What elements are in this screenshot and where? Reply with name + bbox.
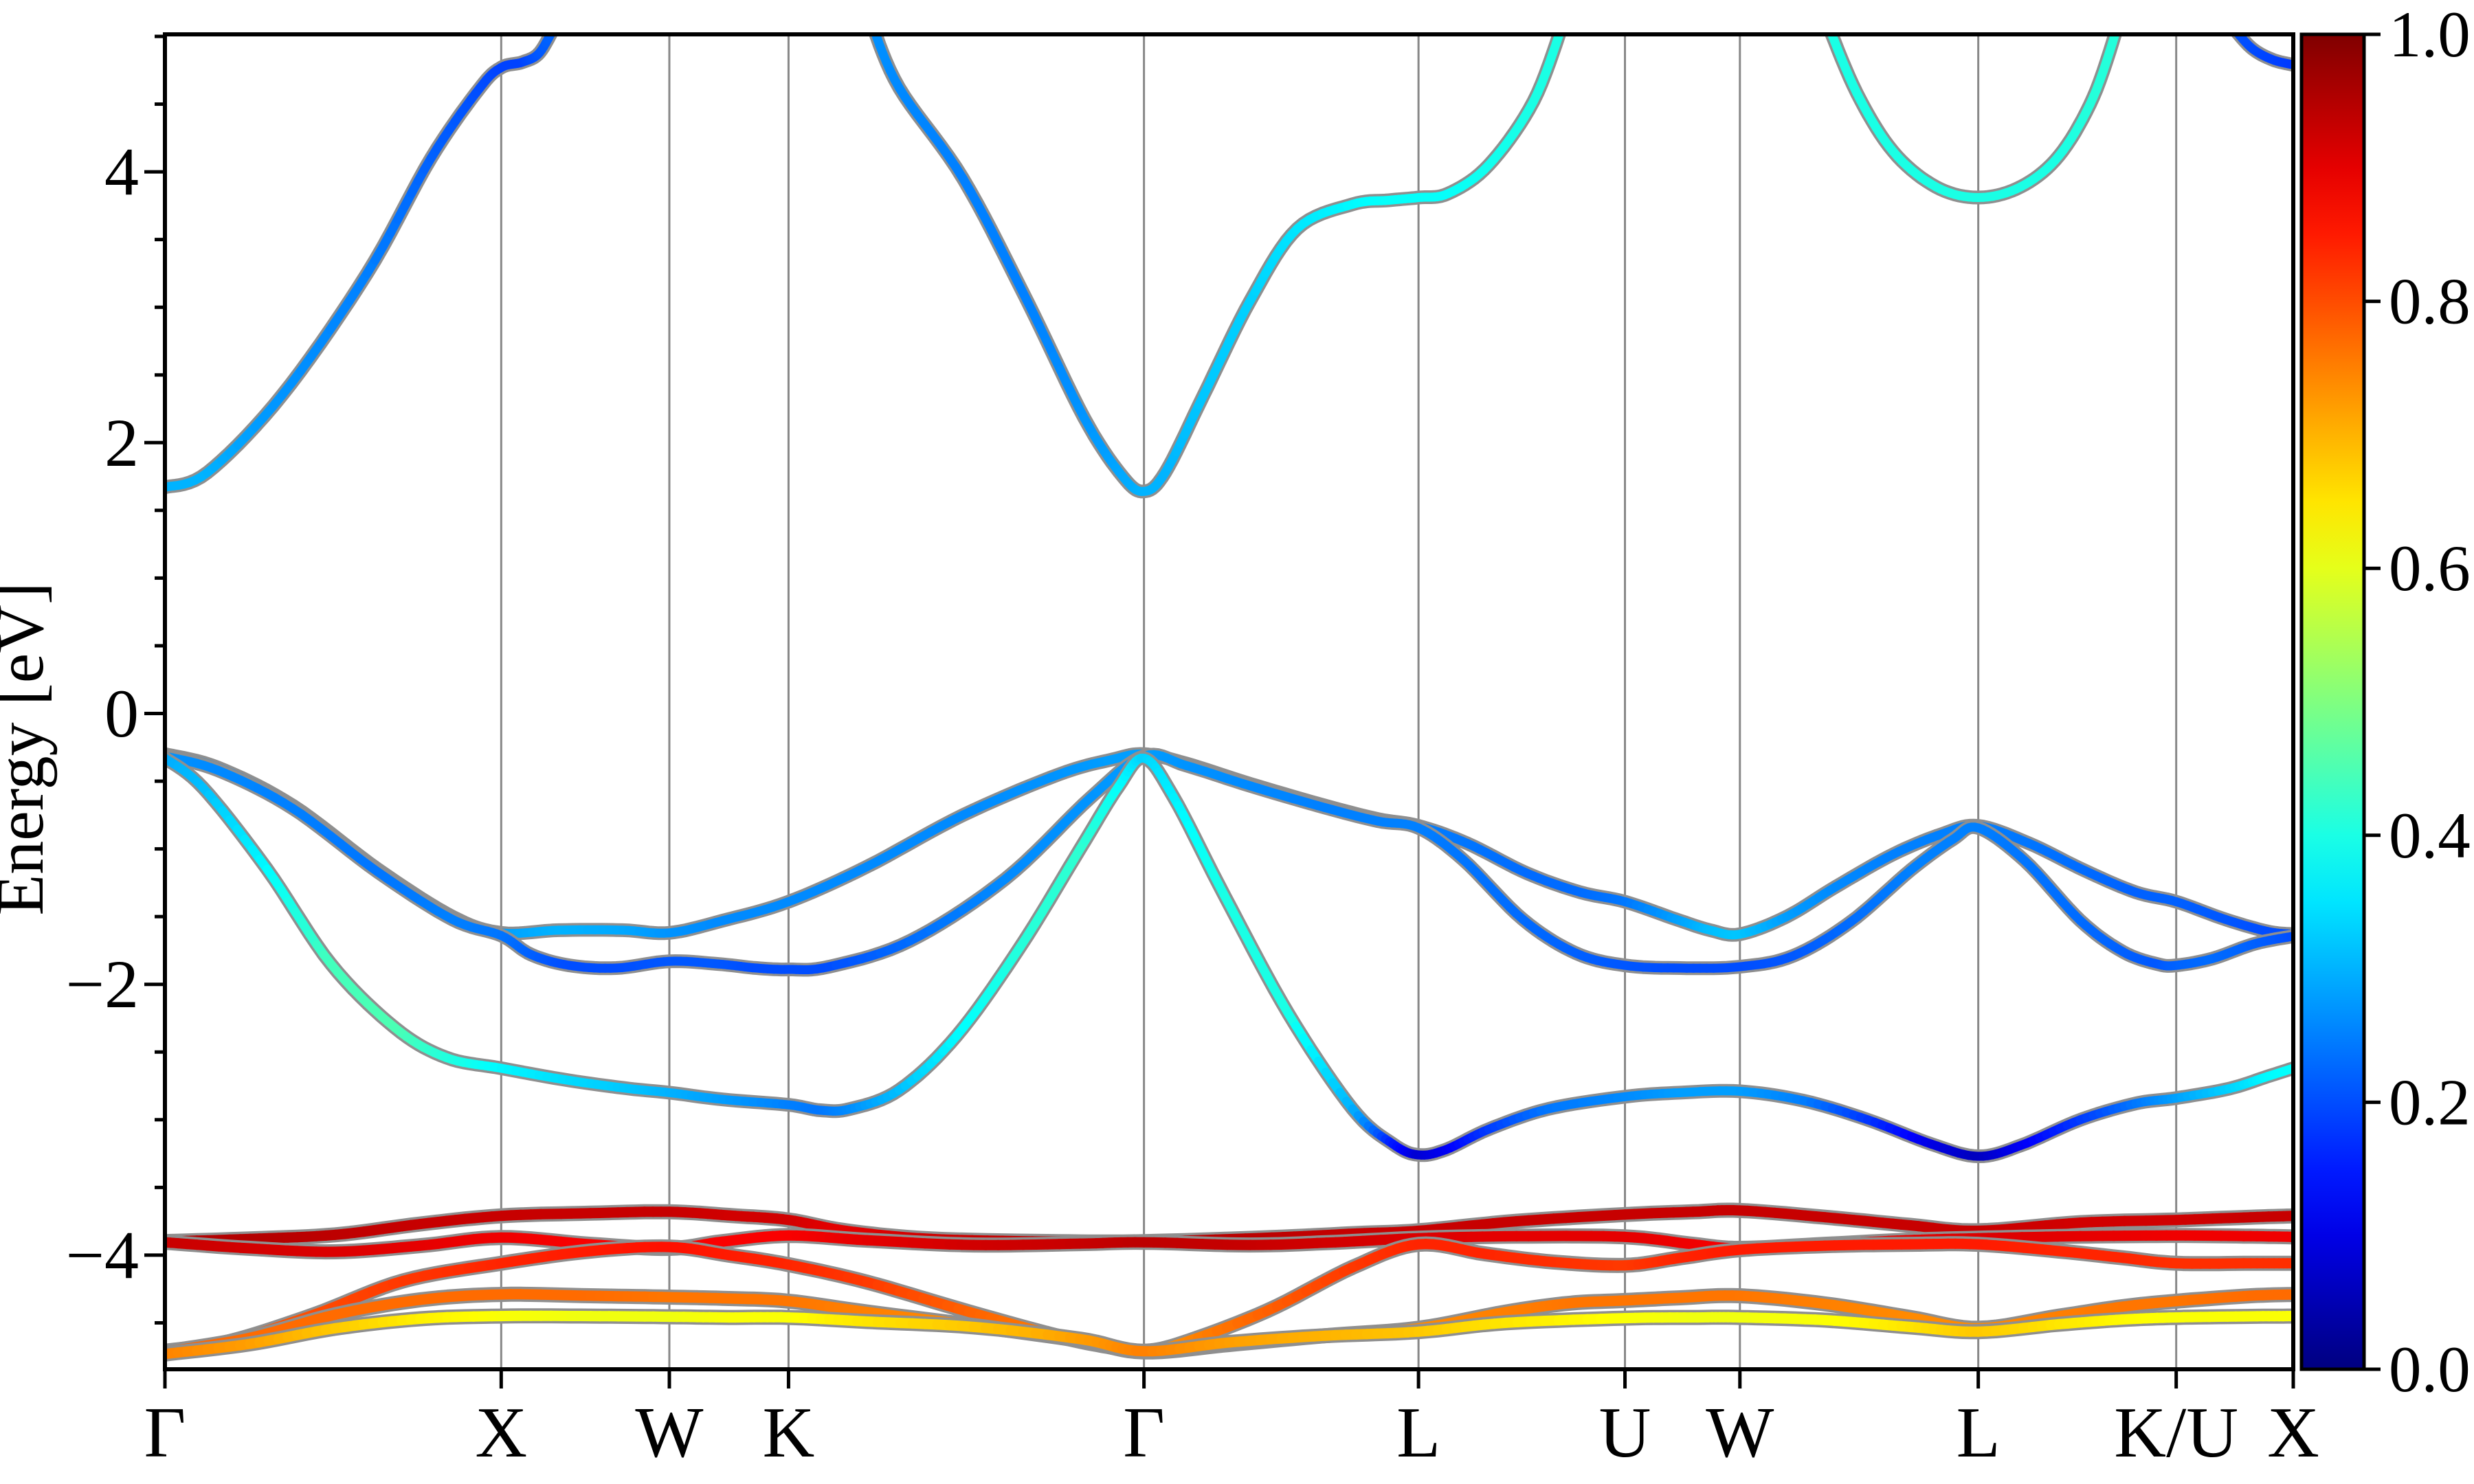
gridlines-group: [500, 34, 2178, 1369]
y-tick-label: −4: [66, 1217, 139, 1293]
x-kpoint-label: W: [635, 1392, 703, 1472]
x-kpoint-label: X: [475, 1392, 527, 1472]
plot-frame: [163, 32, 2295, 1371]
x-kpoint-label: Γ: [144, 1392, 186, 1472]
colorbar-tick-label: 0.0: [2389, 1333, 2471, 1406]
x-kpoint-label: Γ: [1123, 1392, 1165, 1472]
y-axis-tick-labels: −4 −2 0 2 4: [66, 134, 139, 1294]
colorbar-gradient: [2302, 34, 2364, 1369]
band-line-valence-mid: [165, 750, 2293, 974]
band-line-conduction-L2-valley: [1827, 34, 2120, 202]
y-axis-title: Energy [eV]: [0, 582, 58, 915]
band-line-valence-low: [165, 754, 2293, 1161]
colorbar-frame: [2299, 32, 2366, 1371]
y-tick-label: 0: [104, 675, 139, 752]
band-line-deep-yellow: [165, 1310, 2293, 1360]
x-kpoint-label: K/U: [2114, 1392, 2238, 1472]
band-line-conduction-X2-corner: [2233, 34, 2293, 69]
axis-ticks-group: [144, 34, 2295, 1389]
band-line-conduction-gamma-X: [165, 34, 556, 492]
colorbar-tick-label: 0.4: [2389, 799, 2471, 872]
colorbar-tick-label: 1.0: [2389, 0, 2471, 71]
y-tick-label: −2: [66, 946, 139, 1022]
colorbar-tick-label: 0.6: [2389, 532, 2471, 605]
y-tick-label: 2: [104, 405, 139, 481]
x-kpoint-label: X: [2267, 1392, 2319, 1472]
colorbar-tick-label: 0.2: [2389, 1066, 2471, 1138]
x-kpoint-label: W: [1706, 1392, 1774, 1472]
x-kpoint-label: U: [1599, 1392, 1651, 1472]
colorbar-tick-label: 0.8: [2389, 265, 2471, 338]
x-axis-kpoint-labels: Γ X W K Γ L U W L K/U X: [144, 1392, 2319, 1472]
x-kpoint-label: K: [763, 1392, 815, 1472]
y-tick-label: 4: [104, 134, 139, 210]
colorbar: 0.0 0.2 0.4 0.6 0.8 1.0: [2299, 0, 2471, 1406]
x-kpoint-label: L: [1957, 1392, 2001, 1472]
x-kpoint-label: L: [1396, 1392, 1440, 1472]
bands-group: [165, 34, 2293, 1362]
band-line-conduction-K-gamma-L: [871, 34, 1564, 496]
